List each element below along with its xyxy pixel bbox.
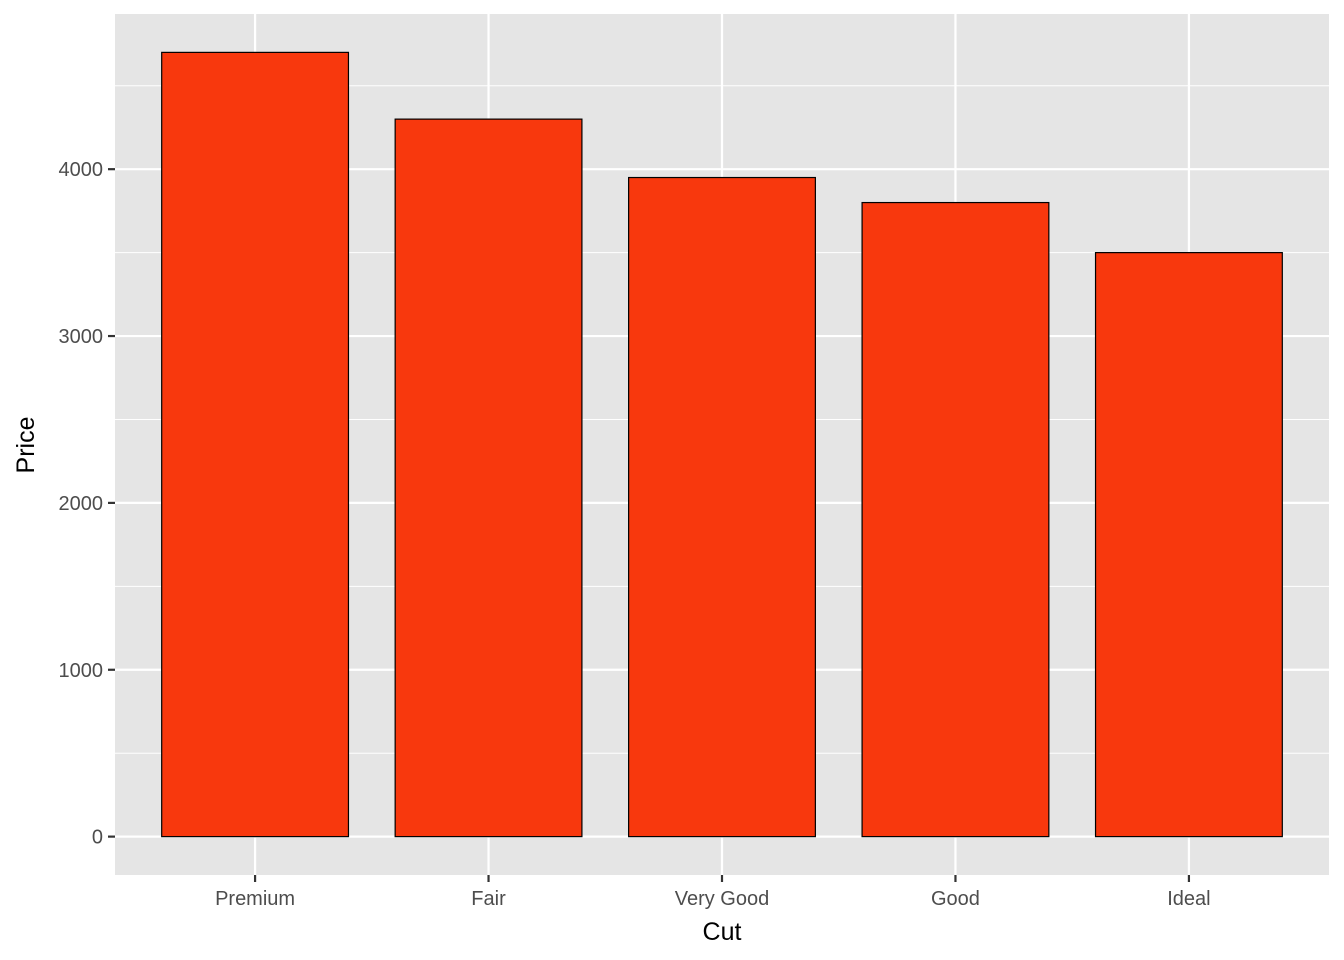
x-axis-title: Cut <box>703 918 742 946</box>
bars <box>161 51 1283 838</box>
bar-fair <box>394 118 583 838</box>
x-tick-label: Premium <box>215 888 295 910</box>
x-tick-label: Good <box>931 888 980 910</box>
bar-ideal <box>1094 252 1283 838</box>
x-tick-label: Fair <box>471 888 506 910</box>
bar-very-good <box>628 176 816 838</box>
y-tick-label: 2000 <box>59 493 104 515</box>
y-axis: 0 1000 2000 3000 4000 <box>59 159 115 849</box>
x-tick-label: Very Good <box>675 888 770 910</box>
x-tick-label: Ideal <box>1167 888 1210 910</box>
y-tick-label: 3000 <box>59 326 104 348</box>
y-axis-title: Price <box>12 417 40 474</box>
y-tick-label: 4000 <box>59 159 104 181</box>
y-tick-label: 0 <box>92 827 103 849</box>
bar-good <box>861 201 1050 838</box>
bar-premium <box>161 51 350 838</box>
y-tick-label: 1000 <box>59 660 104 682</box>
x-axis: Premium Fair Very Good Good Ideal <box>215 875 1211 910</box>
